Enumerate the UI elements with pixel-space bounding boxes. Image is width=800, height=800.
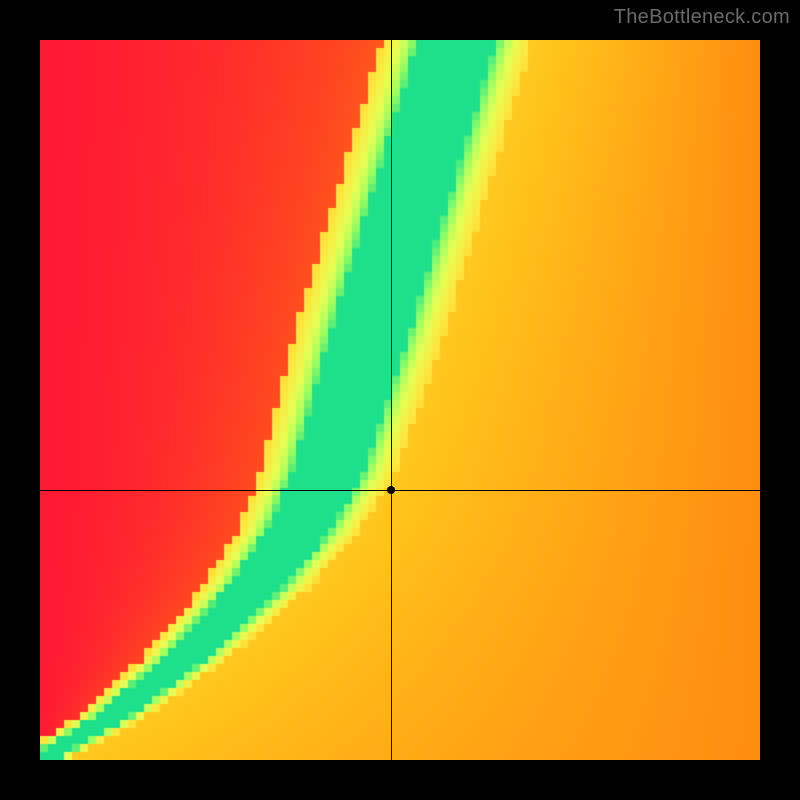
bottleneck-heatmap bbox=[40, 40, 760, 760]
crosshair-marker bbox=[387, 486, 395, 494]
crosshair-horizontal bbox=[40, 490, 760, 491]
watermark-text: TheBottleneck.com bbox=[614, 6, 790, 29]
crosshair-vertical bbox=[391, 40, 392, 760]
